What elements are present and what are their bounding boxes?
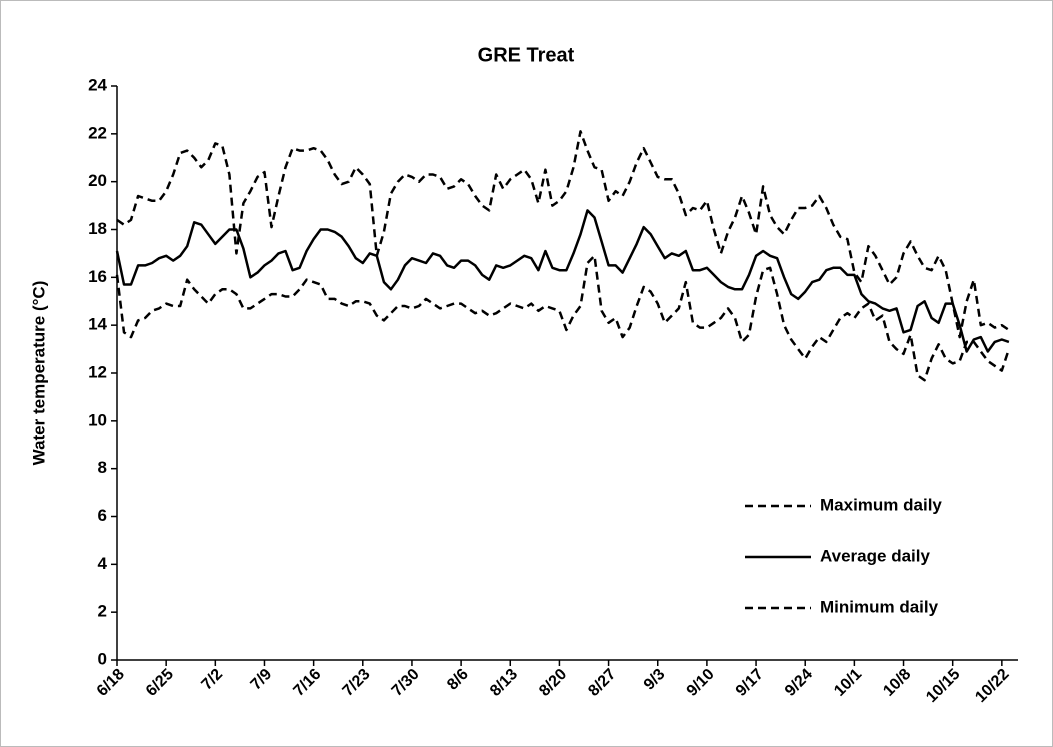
y-tick-label: 18 [88,219,107,238]
line-series [116,130,1010,339]
y-tick-label: 22 [88,123,107,142]
legend-label: Average daily [820,546,930,565]
y-tick-label: 14 [88,315,107,334]
y-axis-label: Water temperature (°C) [29,281,48,466]
y-tick-label: 20 [88,171,107,190]
y-tick-label: 24 [88,75,107,94]
y-tick-label: 0 [98,649,107,668]
chart-title: GRE Treat [478,44,575,66]
legend-label: Minimum daily [820,597,939,616]
y-tick-label: 4 [98,554,108,573]
y-tick-label: 16 [88,267,107,286]
line-series [115,209,1010,353]
y-tick-label: 6 [98,506,107,525]
y-tick-label: 2 [98,602,107,621]
y-tick-label: 10 [88,410,107,429]
y-tick-label: 12 [88,362,107,381]
legend-label: Maximum daily [820,495,942,514]
y-tick-label: 8 [98,458,107,477]
